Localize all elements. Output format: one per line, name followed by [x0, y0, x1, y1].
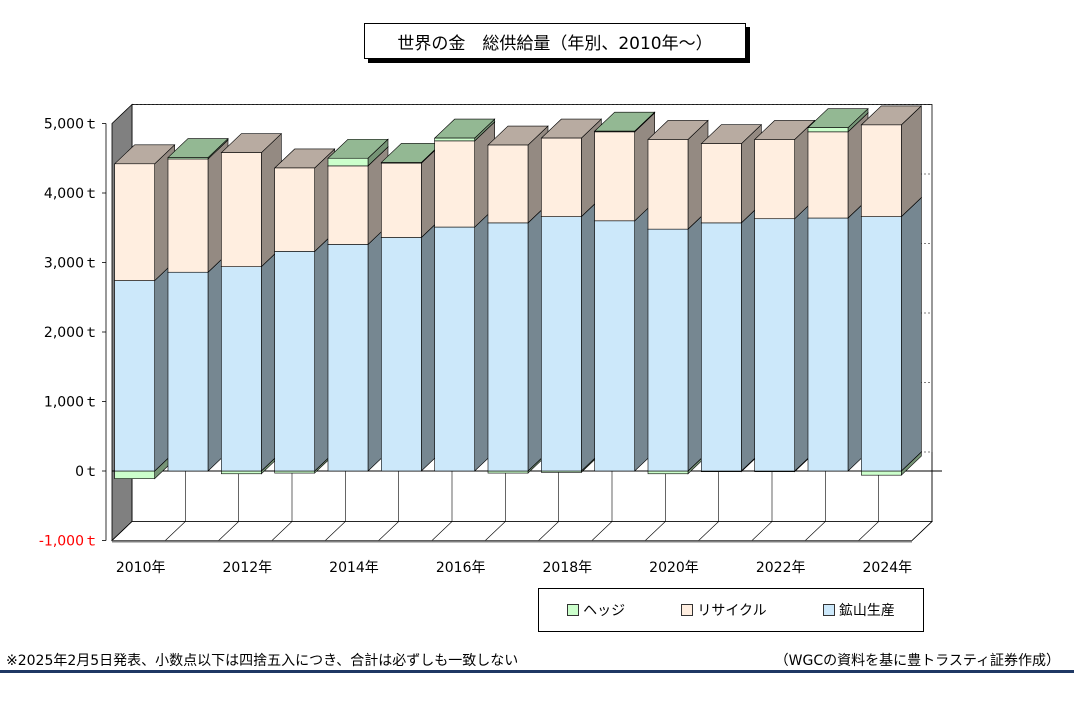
chart-title-text: 世界の金 総供給量（年別、2010年〜） — [397, 33, 713, 54]
floor-divider-depth — [111, 521, 133, 541]
bar-hedge — [434, 137, 475, 142]
bar-hedge — [114, 470, 155, 479]
bar-recycle — [807, 131, 849, 219]
bar-recycle — [274, 167, 315, 252]
y-tick-label: 1,000ｔ — [44, 395, 98, 411]
floor-divider-depth — [591, 521, 613, 541]
floor-divider-depth — [538, 521, 559, 541]
x-tick-label: 2024年 — [863, 560, 913, 576]
legend-item-hedge: ヘッジ — [567, 600, 625, 620]
legend-label-mine: 鉱山生産 — [838, 603, 895, 619]
bar-recycle — [541, 137, 582, 217]
footnote: ※2025年2月5日発表、小数点以下は四捨五入につき、合計は必ずしも一致しない — [6, 653, 519, 669]
bar-recycle — [754, 139, 795, 220]
bar-mine — [167, 271, 209, 472]
x-tick-label: 2018年 — [543, 560, 593, 576]
floor-divider-depth — [485, 521, 506, 541]
floor — [110, 521, 934, 541]
bar-mine — [221, 266, 262, 472]
bar-recycle — [167, 158, 209, 273]
legend-label-hedge: ヘッジ — [583, 603, 626, 619]
floor-edge — [112, 540, 912, 543]
legend-item-recycle: リサイクル — [681, 600, 767, 620]
bar-mine — [114, 280, 155, 472]
bar-mine — [487, 222, 529, 472]
bar-mine — [327, 244, 369, 472]
floor-divider-depth — [858, 521, 879, 541]
floor-divider-depth — [911, 521, 933, 541]
bar-hedge — [487, 470, 529, 474]
bar-hedge — [167, 157, 209, 160]
x-tick-label: 2010年 — [116, 560, 166, 576]
legend-item-mine: 鉱山生産 — [822, 600, 895, 620]
legend-label-recycle: リサイクル — [697, 603, 767, 619]
bar-recycle — [594, 131, 635, 222]
floor-divider-depth — [698, 521, 719, 541]
bar-recycle — [221, 152, 262, 267]
bar-recycle — [434, 140, 475, 228]
floor-divider-depth — [218, 521, 239, 541]
stacked-3d-bar-chart: -1,000ｔ 0ｔ 1,000ｔ 2,000ｔ 3,000ｔ 4,000ｔ 5,000ｔ 2… — [39, 103, 942, 576]
x-tick-label: 2020年 — [649, 560, 699, 576]
floor-divider-depth — [645, 521, 666, 541]
bar-recycle — [861, 124, 902, 217]
floor-divider-depth — [805, 521, 826, 541]
bar-recycle — [327, 165, 369, 245]
floor-divider-depth — [431, 521, 453, 541]
chart-legend: ヘッジ リサイクル 鉱山生産 — [538, 588, 924, 632]
y-tick-label: -1,000ｔ — [39, 534, 98, 550]
bar-mine — [274, 251, 315, 472]
x-tick-label: 2022年 — [756, 560, 806, 576]
legend-swatch-hedge — [567, 604, 580, 616]
y-tick-label: 0ｔ — [75, 464, 98, 480]
x-tick-label: 2014年 — [329, 560, 379, 576]
legend-swatch-recycle — [681, 604, 694, 616]
bar-mine — [647, 228, 689, 472]
bar-mine — [594, 220, 635, 472]
floor-divider-depth — [165, 521, 186, 541]
bar-hedge — [807, 127, 849, 133]
bar-recycle — [114, 163, 155, 281]
floor-divider-depth — [325, 521, 346, 541]
legend-swatch-mine — [822, 604, 835, 616]
bottom-rule — [0, 670, 1074, 673]
bar-hedge — [861, 470, 902, 476]
bar-hedge — [274, 470, 315, 474]
y-tick-label: 3,000ｔ — [44, 256, 98, 272]
bar-hedge — [221, 470, 262, 475]
bar-mine — [861, 216, 902, 472]
y-tick-label: 4,000ｔ — [44, 186, 98, 202]
bar-mine — [381, 237, 422, 472]
bar-hedge — [594, 130, 635, 133]
floor-divider-depth — [271, 521, 293, 541]
bar-mine — [807, 217, 849, 472]
source-note: （WGCの資料を基に豊トラスティ証券作成） — [774, 653, 1060, 669]
bar-mine — [541, 216, 582, 472]
bar-hedge — [647, 470, 689, 475]
bar-recycle-side — [901, 105, 922, 218]
y-tick-label: 5,000ｔ — [44, 117, 98, 133]
bar-hedge — [381, 162, 422, 164]
bar-recycle — [487, 144, 529, 224]
bar-mine — [754, 218, 795, 472]
bar-recycle — [701, 143, 742, 224]
bar-mine — [701, 222, 742, 472]
y-tick-label: 2,000ｔ — [44, 325, 98, 341]
chart-title: 世界の金 総供給量（年別、2010年〜） — [364, 23, 746, 59]
bar-mine — [434, 226, 475, 472]
bar-recycle — [381, 162, 422, 238]
x-tick-label: 2016年 — [436, 560, 486, 576]
bar-hedge — [327, 157, 369, 167]
bar-recycle — [647, 139, 689, 230]
bar-mine-side — [901, 196, 922, 472]
x-tick-label: 2012年 — [223, 560, 273, 576]
floor-divider-depth — [378, 521, 399, 541]
floor-divider-depth — [751, 521, 773, 541]
